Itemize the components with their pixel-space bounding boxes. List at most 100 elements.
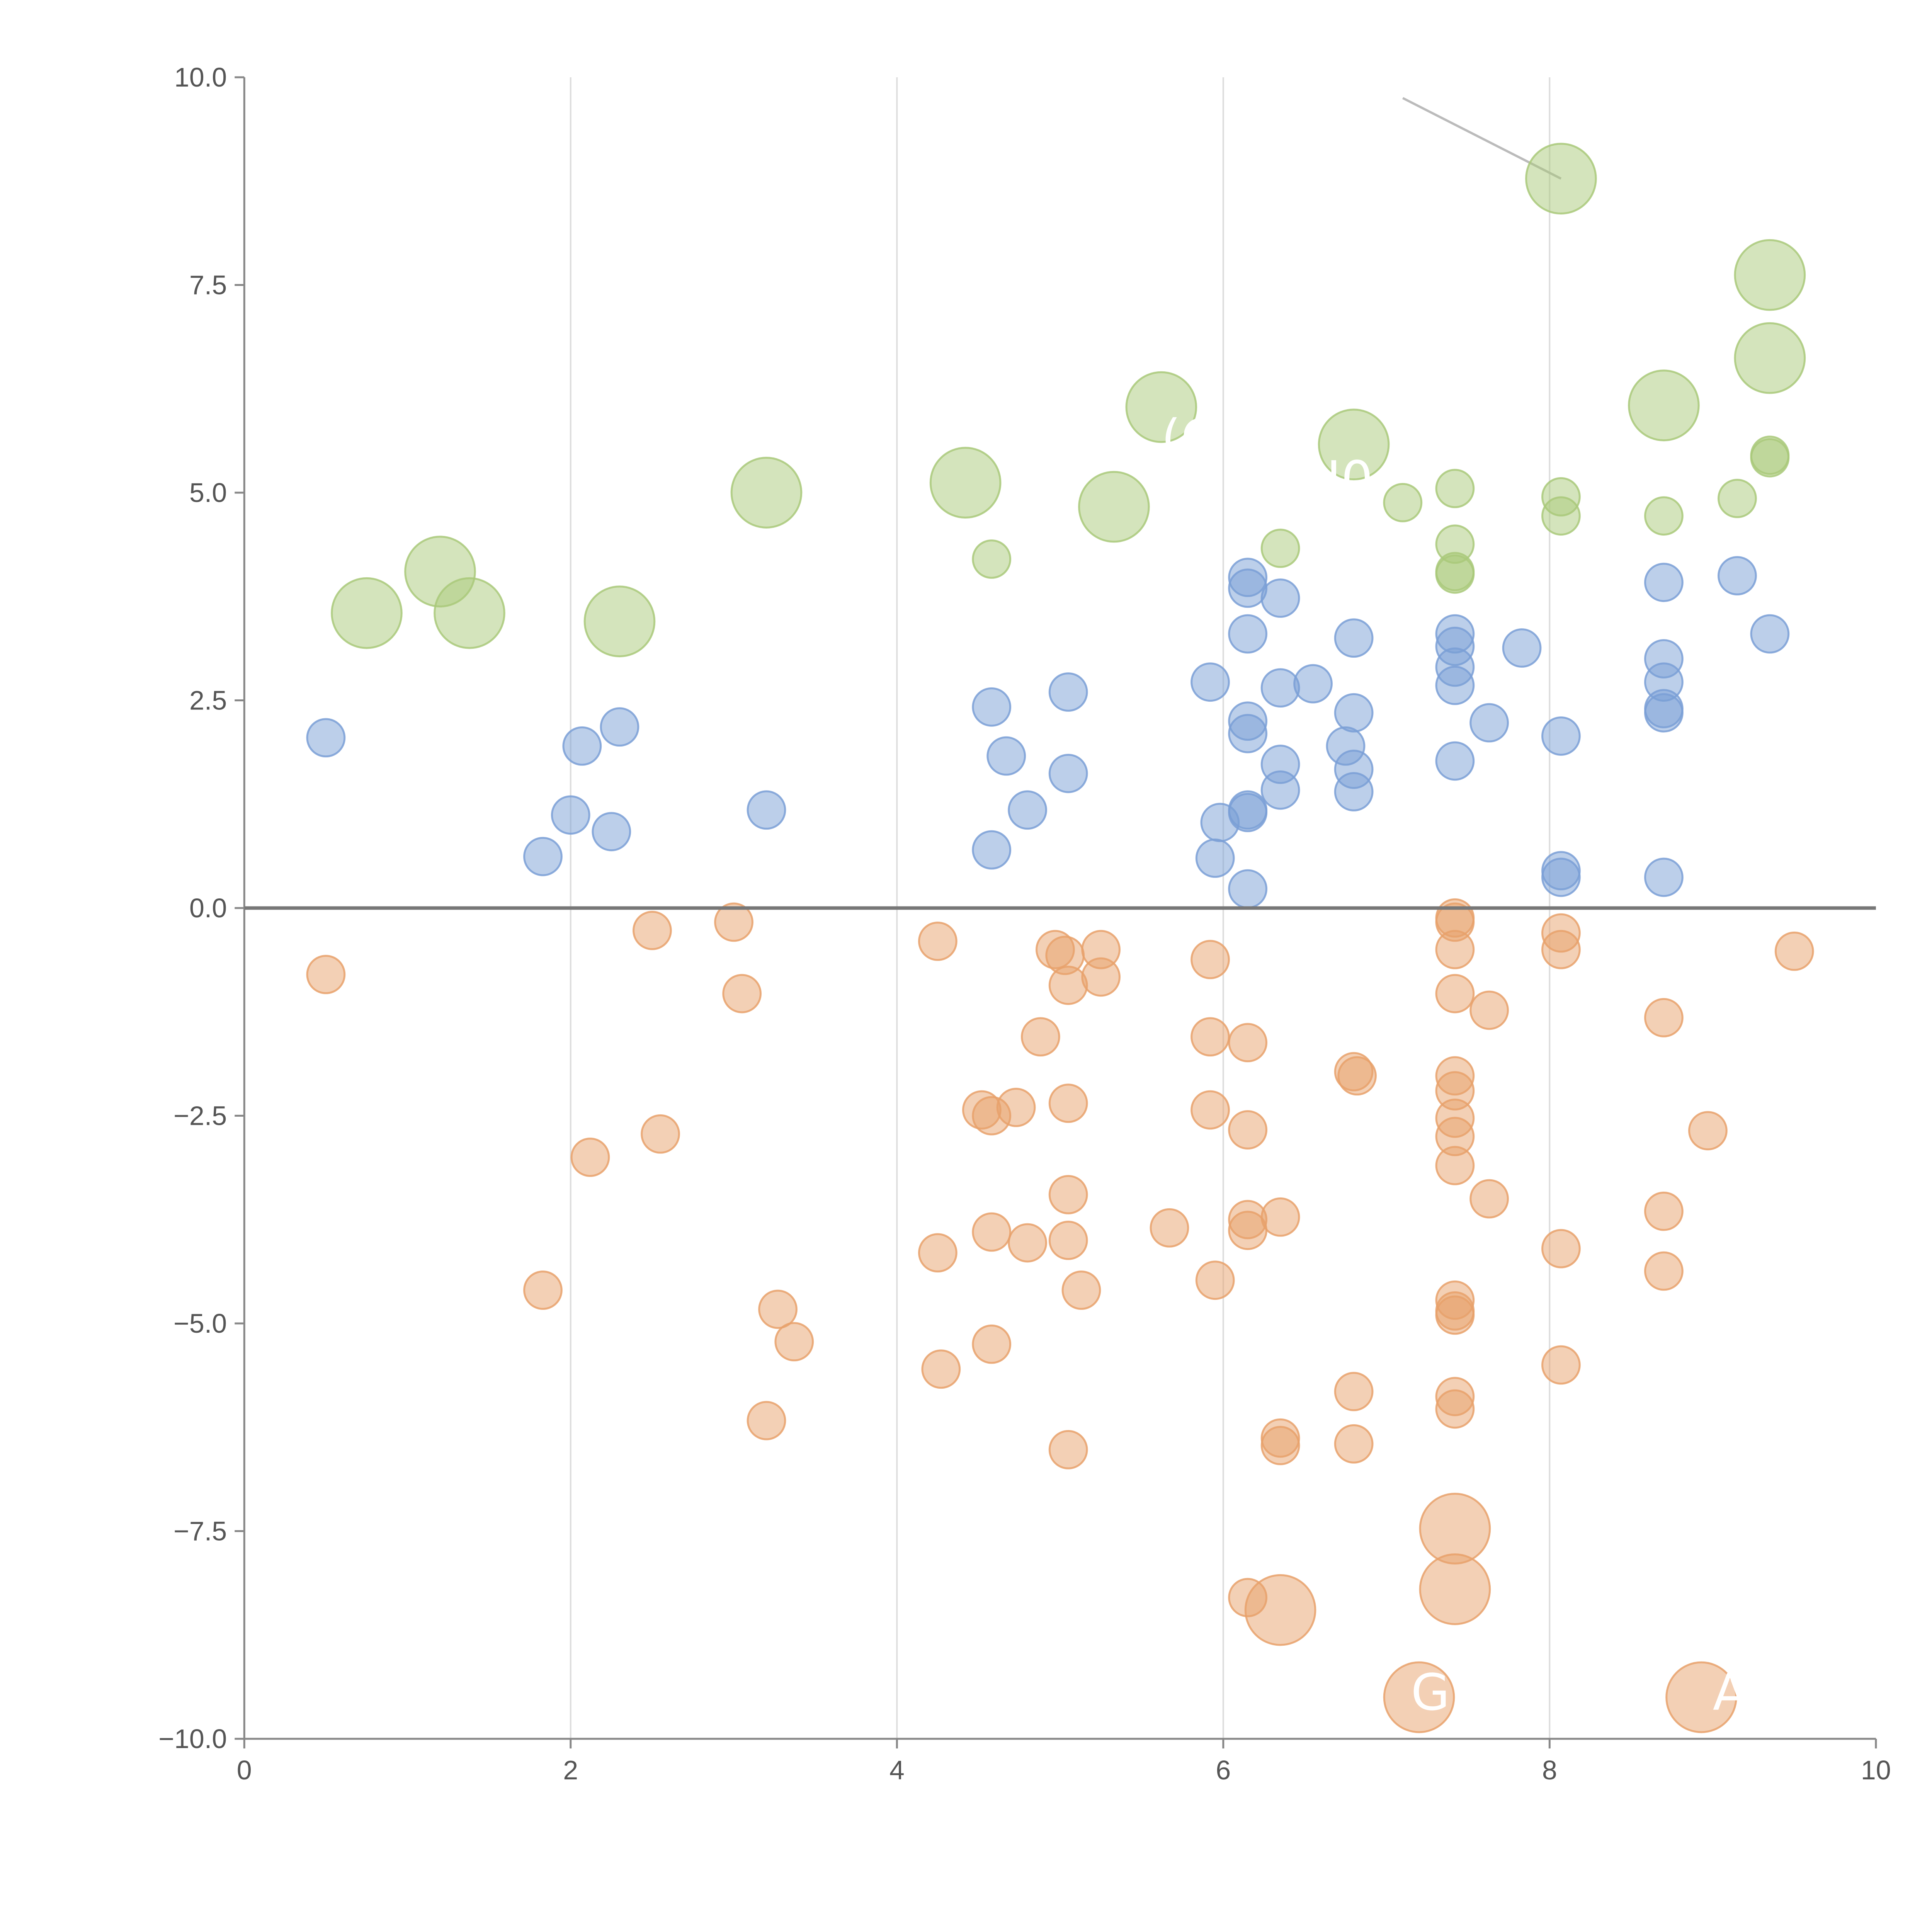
orange-point bbox=[747, 1401, 786, 1440]
orange-point bbox=[1435, 1146, 1475, 1185]
blue-point bbox=[1334, 772, 1374, 811]
green-point bbox=[1541, 496, 1581, 536]
orange-point bbox=[1644, 1191, 1684, 1231]
y-tick-label: 0.0 bbox=[189, 893, 227, 923]
blue-point bbox=[1228, 714, 1268, 753]
orange-point bbox=[1190, 940, 1230, 980]
y-tick-label: −5.0 bbox=[173, 1308, 227, 1338]
annotation-label: (C bbox=[1161, 408, 1216, 467]
orange-point bbox=[1541, 1345, 1581, 1385]
orange-point bbox=[1190, 1017, 1230, 1057]
orange-point bbox=[1541, 930, 1581, 969]
blue-point bbox=[1541, 857, 1581, 897]
green-point bbox=[1078, 471, 1150, 543]
orange-point bbox=[1260, 1197, 1300, 1237]
blue-point bbox=[1260, 770, 1300, 810]
orange-point bbox=[1435, 1295, 1475, 1335]
annotation-labels: (C 04N0 G A bbox=[1161, 408, 1747, 1722]
orange-point bbox=[918, 922, 957, 961]
green-point bbox=[1435, 469, 1475, 509]
orange-point bbox=[1150, 1208, 1189, 1248]
blue-point bbox=[747, 790, 786, 830]
blue-point bbox=[600, 707, 639, 747]
blue-point bbox=[1334, 618, 1374, 658]
green-point bbox=[1734, 322, 1806, 394]
orange-point bbox=[1048, 966, 1088, 1005]
blue-point bbox=[1644, 693, 1684, 733]
orange-point bbox=[1435, 1389, 1475, 1429]
green-point bbox=[1383, 483, 1423, 522]
orange-point bbox=[1081, 957, 1121, 997]
green-point bbox=[1435, 554, 1475, 594]
annotation-label: 04N0 bbox=[1240, 450, 1373, 509]
y-tick-label: −10.0 bbox=[158, 1724, 227, 1754]
orange-point bbox=[996, 1088, 1036, 1127]
annotation-label: G bbox=[1411, 1663, 1450, 1722]
blue-point bbox=[1334, 693, 1374, 733]
x-tick-label: 2 bbox=[563, 1755, 578, 1785]
blue-point bbox=[1750, 614, 1790, 654]
orange-point bbox=[633, 911, 672, 950]
orange-point bbox=[1048, 1430, 1088, 1469]
blue-point bbox=[1260, 578, 1300, 618]
y-tick-label: −2.5 bbox=[173, 1101, 227, 1131]
orange-point bbox=[1383, 1661, 1455, 1733]
orange-point bbox=[1774, 931, 1814, 971]
orange-point bbox=[774, 1322, 814, 1362]
orange-point bbox=[1644, 1251, 1684, 1291]
orange-point bbox=[1419, 1553, 1491, 1625]
orange-point bbox=[722, 974, 762, 1014]
green-point bbox=[1318, 408, 1390, 481]
orange-point bbox=[1228, 1110, 1268, 1150]
blue-point bbox=[306, 718, 346, 758]
green-point bbox=[1734, 239, 1806, 311]
orange-point bbox=[972, 1324, 1012, 1364]
blue-point bbox=[562, 726, 602, 766]
blue-point bbox=[1435, 665, 1475, 705]
blue-point bbox=[551, 795, 590, 835]
blue-point bbox=[1644, 857, 1684, 897]
orange-point bbox=[1435, 930, 1475, 969]
y-tick-label: 7.5 bbox=[189, 270, 227, 300]
green-point bbox=[929, 447, 1002, 519]
blue-point bbox=[1228, 614, 1268, 654]
y-tick-label: 5.0 bbox=[189, 478, 227, 508]
green-point bbox=[434, 577, 505, 649]
orange-point bbox=[1260, 1426, 1300, 1465]
tick-labels: 0 2 4 6 8 10 −10.0 −7.5 −5.0 −2.5 0.0 2.5 5.0 7.5 10.0 bbox=[158, 62, 1891, 1785]
blue-point bbox=[1541, 716, 1581, 756]
orange-point bbox=[918, 1233, 957, 1273]
orange-point bbox=[1541, 1229, 1581, 1269]
y-tick-label: 2.5 bbox=[189, 685, 227, 716]
orange-point bbox=[1048, 1221, 1088, 1260]
blue-point bbox=[1228, 568, 1268, 608]
green-point bbox=[331, 577, 403, 649]
blue-point bbox=[1190, 662, 1230, 702]
orange-point bbox=[1334, 1372, 1374, 1412]
orange-point bbox=[1020, 1017, 1060, 1057]
blue-point bbox=[986, 736, 1026, 776]
blue-point bbox=[1260, 668, 1300, 708]
orange-point bbox=[1228, 1023, 1268, 1063]
blue-point bbox=[1048, 672, 1088, 712]
blue-point bbox=[1195, 838, 1235, 878]
blue-point bbox=[1048, 753, 1088, 793]
orange-point bbox=[1195, 1260, 1235, 1300]
green-point bbox=[583, 585, 656, 658]
blue-point bbox=[1228, 793, 1268, 832]
blue-point bbox=[1228, 869, 1268, 909]
orange-point bbox=[758, 1289, 798, 1329]
orange-point bbox=[1469, 1179, 1509, 1219]
blue-point bbox=[1008, 790, 1047, 830]
green-point bbox=[730, 457, 803, 529]
blue-point bbox=[1644, 563, 1684, 602]
green-point bbox=[1628, 369, 1700, 442]
orange-point bbox=[1337, 1056, 1377, 1096]
blue-point bbox=[1502, 628, 1542, 668]
green-point bbox=[1644, 496, 1684, 536]
green-point bbox=[1750, 438, 1790, 478]
orange-point bbox=[1244, 1574, 1316, 1646]
orange-point bbox=[1048, 1083, 1088, 1123]
x-tick-label: 0 bbox=[237, 1755, 252, 1785]
